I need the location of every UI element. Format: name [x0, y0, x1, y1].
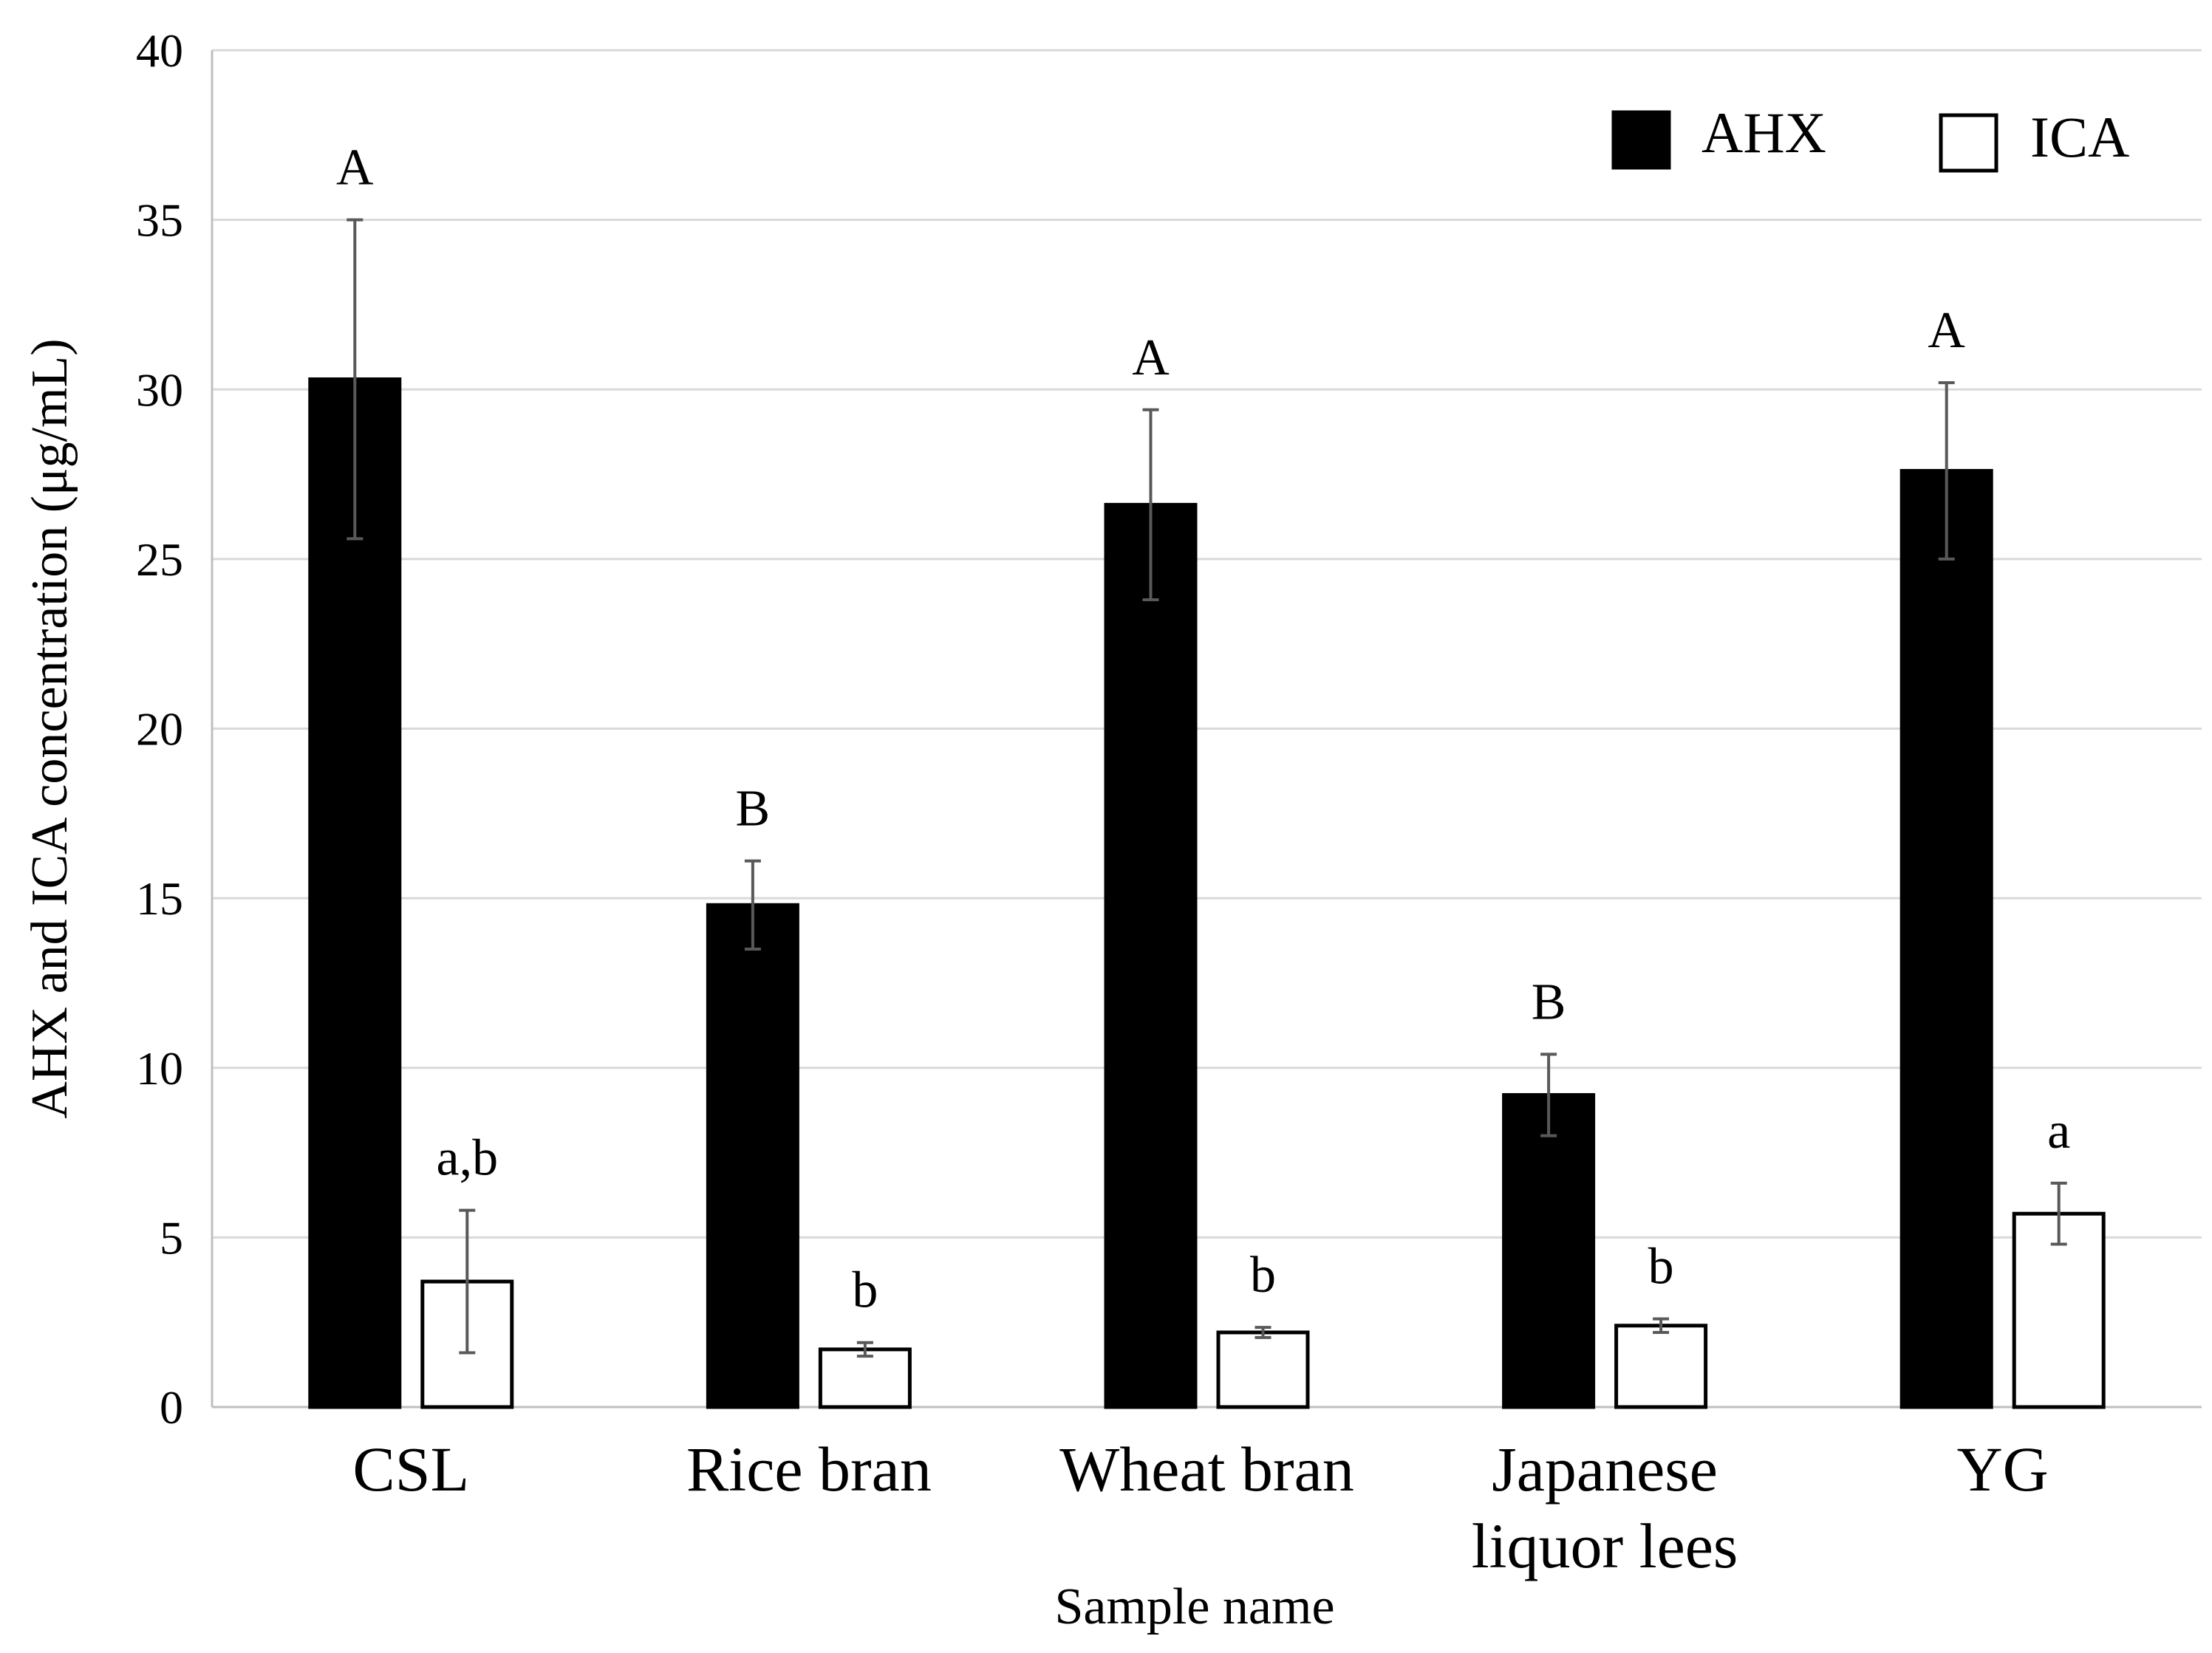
x-category-label: YG: [1957, 1434, 2049, 1505]
y-tick-label: 35: [136, 194, 183, 247]
significance-label: B: [736, 781, 771, 838]
legend-swatch-ahx: [1611, 110, 1671, 170]
x-category-label: Wheat bran: [1059, 1434, 1354, 1505]
significance-label: A: [1928, 302, 1965, 359]
y-tick-label: 20: [136, 703, 183, 756]
legend: AHX ICA: [1611, 100, 2129, 173]
y-axis-title: AHX and ICA concentration (μg/mL): [21, 338, 78, 1118]
y-tick-label: 40: [136, 24, 183, 77]
significance-label: A: [1132, 329, 1170, 386]
legend-label-ica: ICA: [2030, 105, 2129, 169]
y-tick-label: 15: [136, 872, 183, 925]
x-category-label: liquor lees: [1472, 1510, 1738, 1581]
bars: Aa,b Bb Ab Bb Aa: [308, 140, 2106, 1409]
y-tick-label: 0: [160, 1381, 183, 1434]
bar-ica: [1216, 1330, 1310, 1409]
significance-label: b: [852, 1262, 878, 1319]
significance-label: a,b: [437, 1130, 499, 1187]
bar-ahx: [706, 903, 799, 1409]
y-axis-ticks: 0 5 10 15 20 25 30 35 40: [136, 24, 183, 1434]
legend-label-ahx: AHX: [1701, 100, 1826, 165]
bar-ahx: [1104, 502, 1198, 1409]
significance-label: B: [1532, 973, 1566, 1030]
y-tick-label: 10: [136, 1042, 183, 1095]
significance-label: A: [336, 140, 374, 196]
x-axis-title: Sample name: [1054, 1578, 1334, 1635]
significance-label: b: [1250, 1247, 1276, 1304]
bar-ica: [818, 1347, 912, 1409]
y-tick-label: 5: [160, 1211, 183, 1264]
bar-ahx: [1502, 1092, 1596, 1409]
x-category-label: Japanese: [1492, 1434, 1718, 1505]
significance-label: b: [1648, 1239, 1674, 1296]
significance-label: a: [2047, 1103, 2070, 1160]
legend-swatch-ica: [1939, 113, 1998, 173]
x-category-label: CSL: [352, 1434, 469, 1505]
y-tick-label: 30: [136, 363, 183, 416]
grid-lines: [211, 49, 2202, 1409]
y-tick-label: 25: [136, 533, 183, 586]
bar-ahx: [1899, 468, 1993, 1409]
bar-ica: [1614, 1324, 1708, 1409]
x-category-label: Rice bran: [686, 1434, 932, 1505]
